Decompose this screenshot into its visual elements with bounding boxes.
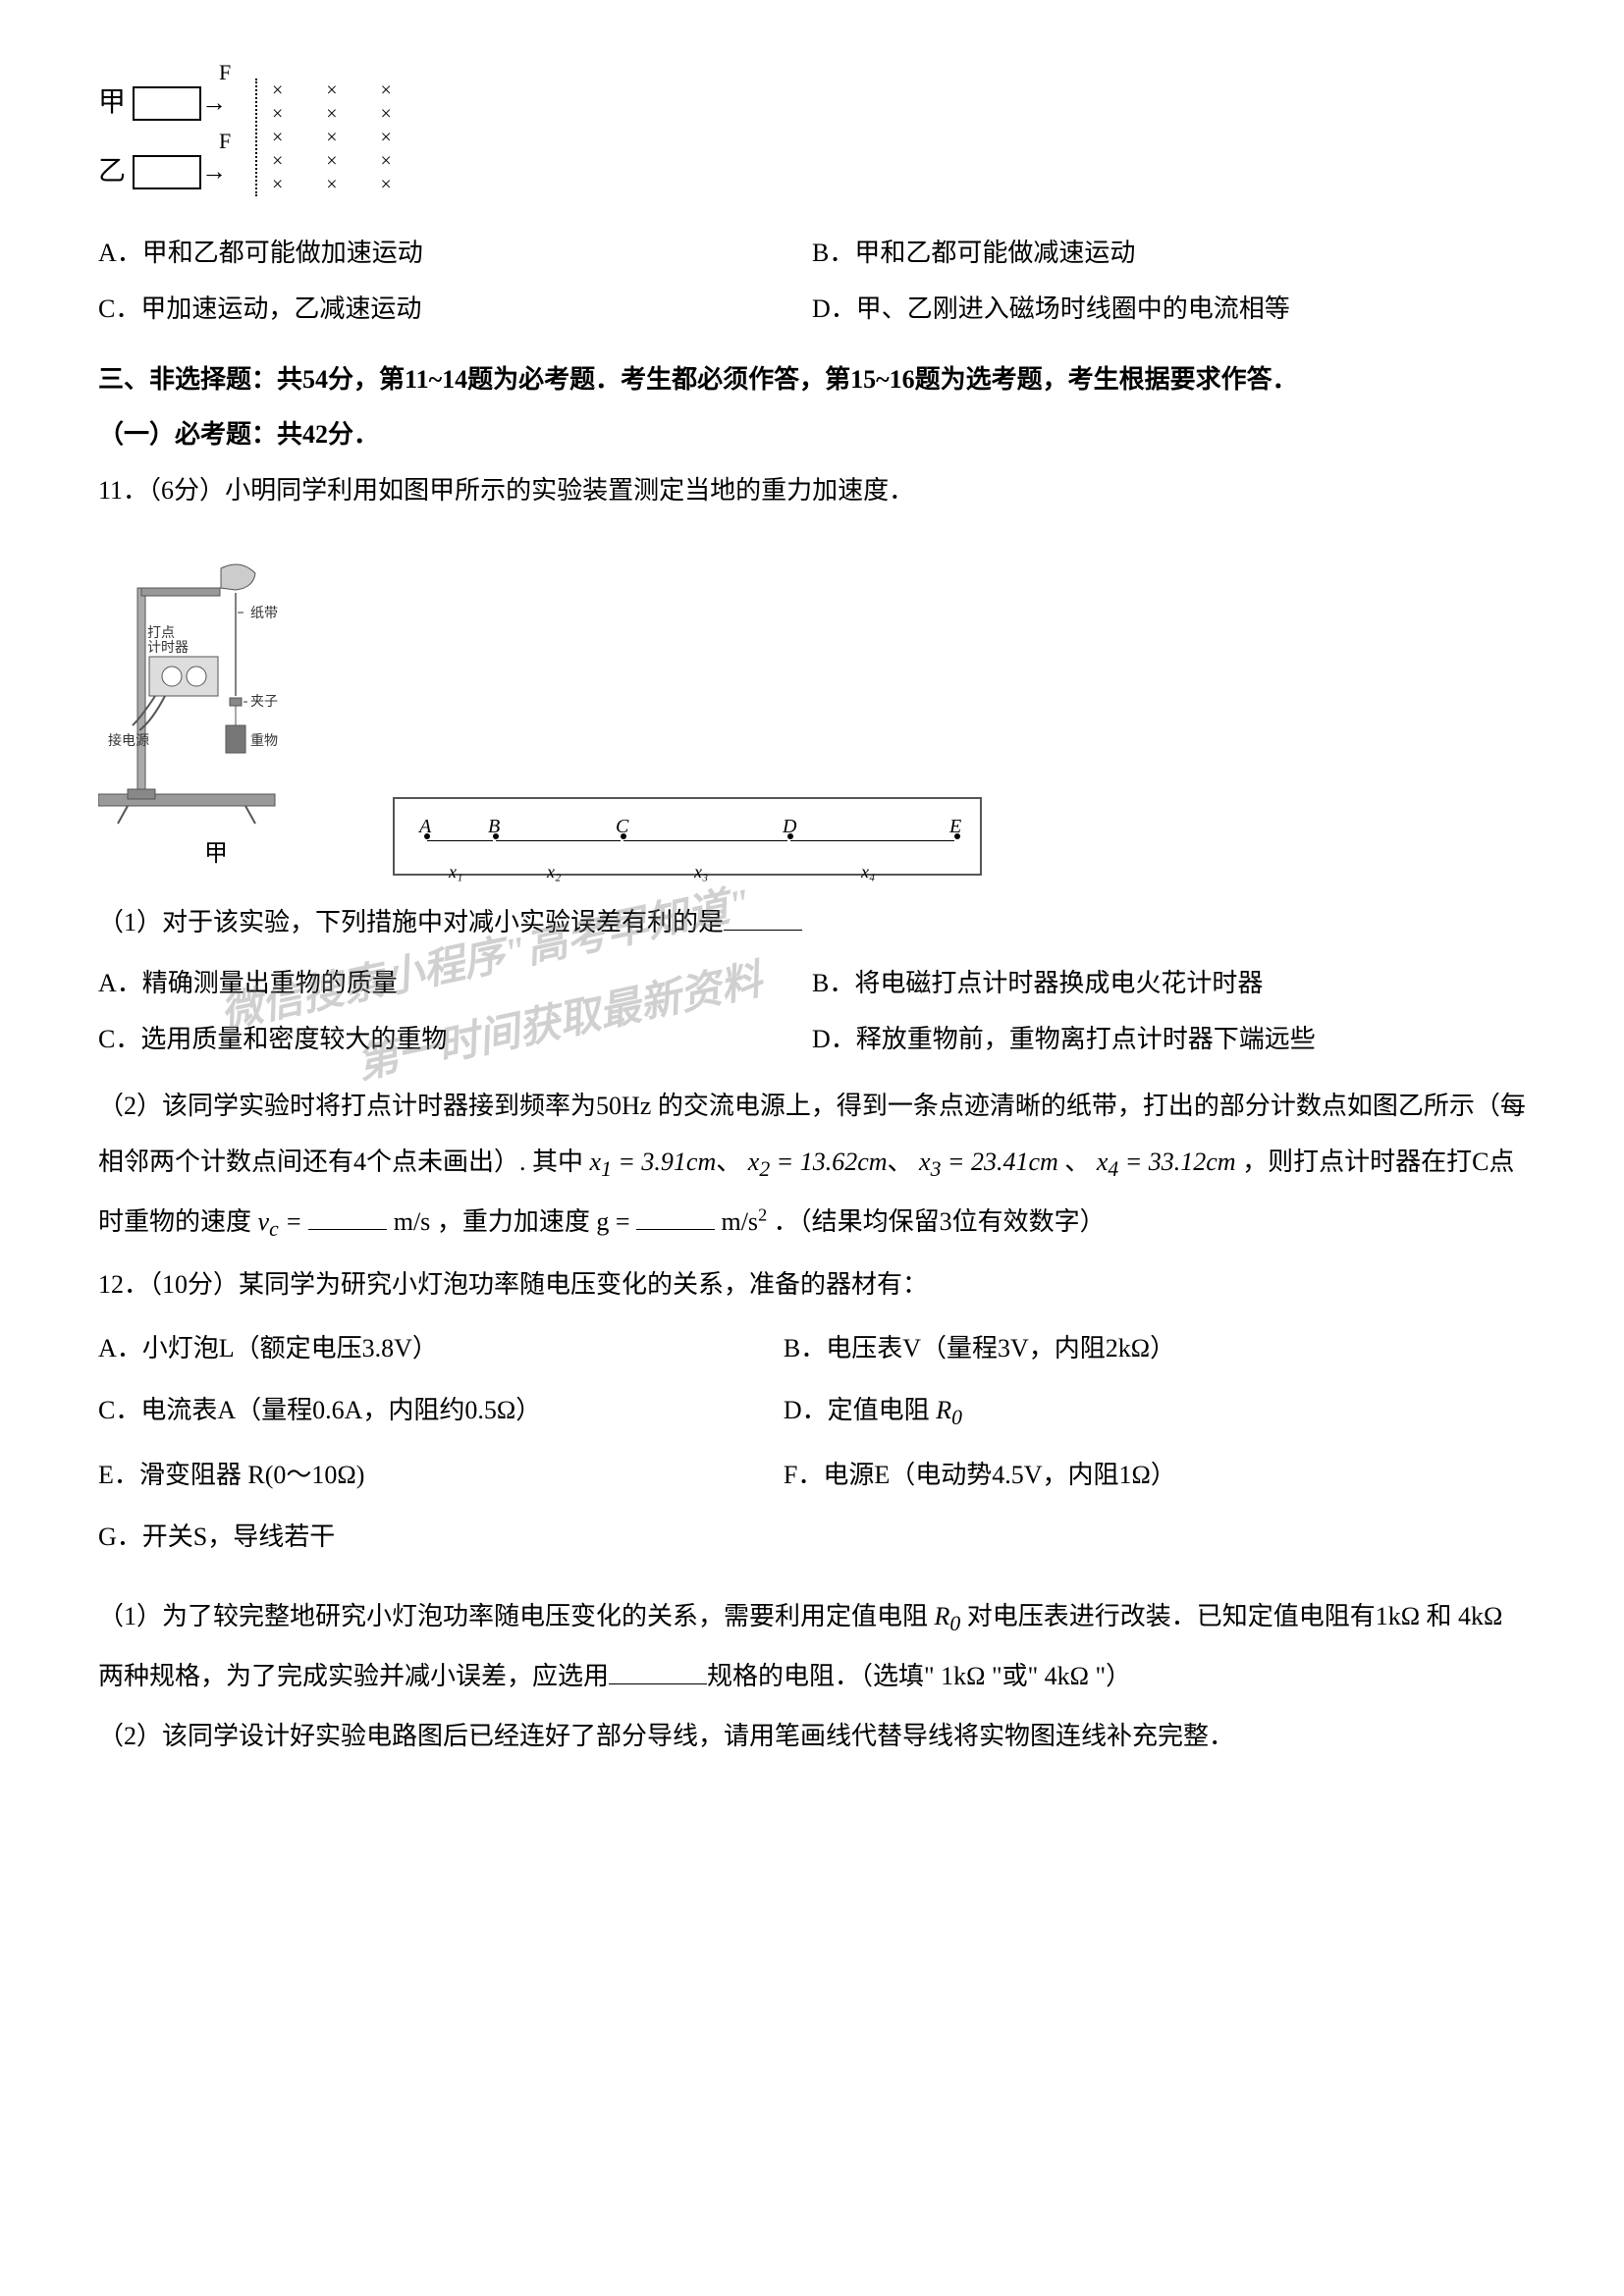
tape-seg-2: x₂ — [547, 856, 561, 887]
q11-opt-a: A．精确测量出重物的质量 — [98, 961, 812, 1007]
option-b: B．甲和乙都可能做减速运动 — [812, 231, 1526, 277]
x2-val: x2 = 13.62cm — [748, 1148, 888, 1176]
x1-val: x1 = 3.91cm — [590, 1148, 717, 1176]
q11-part2: （2）该同学实验时将打点计时器接到频率为50Hz 的交流电源上，得到一条点迹清晰… — [98, 1078, 1526, 1254]
subsection1-header: （一）必考题：共42分． — [98, 412, 1526, 458]
apparatus-diagram: 打点 计时器 接电源 纸带 夹子 重物 — [98, 539, 334, 833]
svg-text:重物: 重物 — [250, 733, 278, 749]
apparatus-svg: 打点 计时器 接电源 纸带 夹子 重物 — [98, 539, 334, 833]
tape-arrow-1 — [427, 840, 493, 841]
force-label-2: F — [219, 122, 231, 161]
apparatus-area: 打点 计时器 接电源 纸带 夹子 重物 甲 A — [98, 539, 1526, 876]
wire-box-1 — [133, 86, 201, 121]
arrow-1: → — [201, 88, 227, 117]
mat-f: F．电源E（电动势4.5V，内阻1Ω） — [784, 1453, 1469, 1499]
q11-stem: 11．（6分）小明同学利用如图甲所示的实验装置测定当地的重力加速度． — [98, 468, 1526, 514]
option-a: A．甲和乙都可能做加速运动 — [98, 231, 812, 277]
mat-d: D．定值电阻 R0 — [784, 1388, 1469, 1437]
force-label-1: F — [219, 53, 231, 92]
q11-opt-b: B．将电磁打点计时器换成电火花计时器 — [812, 961, 1526, 1007]
q11-points: （6分） — [148, 476, 225, 505]
q11-number: 11． — [98, 476, 148, 505]
x-row-3: × × × — [272, 126, 404, 149]
section3-header: 三、非选择题：共54分，第11~14题为必考题．考生都必须作答，第15~16题为… — [98, 357, 1526, 403]
option-c: C．甲加速运动，乙减速运动 — [98, 287, 812, 333]
label-yi: 乙 — [98, 147, 133, 196]
q12-points: （10分） — [149, 1270, 239, 1299]
q12-materials: A．小灯泡L（额定电压3.8V） B．电压表V（量程3V，内阻2kΩ） C．电流… — [98, 1318, 1526, 1569]
label-jia: 甲 — [98, 79, 133, 128]
option-d: D．甲、乙刚进入磁场时线圈中的电流相等 — [812, 287, 1526, 333]
mat-c: C．电流表A（量程0.6A，内阻约0.5Ω） — [98, 1388, 784, 1437]
vc-var: vc = — [258, 1207, 309, 1236]
svg-text:纸带: 纸带 — [250, 606, 278, 621]
svg-text:接电源: 接电源 — [108, 732, 149, 749]
q12-number: 12． — [98, 1270, 149, 1299]
q11-opt-d: D．释放重物前，重物离打点计时器下端远些 — [812, 1017, 1526, 1063]
q11-part1-text: （1）对于该实验，下列措施中对减小实验误差有利的是 — [98, 908, 724, 936]
q12-part2: （2）该同学设计好实验电路图后已经连好了部分导线，请用笔画线代替导线将实物图连线… — [98, 1714, 1526, 1760]
apparatus-caption: 甲 — [98, 833, 334, 876]
blank-g[interactable] — [636, 1204, 715, 1230]
svg-text:计时器: 计时器 — [147, 640, 189, 656]
blank-1[interactable] — [724, 905, 802, 931]
q11-grav: ，重力加速度 g = — [437, 1207, 630, 1236]
q12-stem: 12．（10分）某同学为研究小灯泡功率随电压变化的关系，准备的器材有： — [98, 1262, 1526, 1308]
q11-opt-c: C．选用质量和密度较大的重物 — [98, 1017, 812, 1063]
unit1: m/s — [394, 1207, 431, 1236]
x-row-5: × × × — [272, 173, 404, 196]
tape-diagram: A B C D E x₁ x₂ x₃ x₄ — [393, 797, 982, 876]
q11-part1-options: A．精确测量出重物的质量 B．将电磁打点计时器换成电火花计时器 C．选用质量和密… — [98, 956, 1526, 1068]
q12-text: 某同学为研究小灯泡功率随电压变化的关系，准备的器材有： — [239, 1270, 928, 1299]
x3-val: x3 = 23.41cm — [919, 1148, 1058, 1176]
x-row-1: × × × — [272, 79, 404, 102]
tape-arrow-3 — [623, 840, 787, 841]
tape-seg-4: x₄ — [861, 856, 875, 887]
field-region: × × × × × × × × × × × × × × × — [255, 79, 404, 196]
wire-box-2 — [133, 155, 201, 189]
tape-arrow-2 — [496, 840, 621, 841]
mat-e: E．滑变阻器 R(0～10Ω) — [98, 1453, 784, 1499]
blank-resistor[interactable] — [609, 1659, 707, 1684]
tape-seg-3: x₃ — [694, 856, 708, 887]
mat-g: G．开关S，导线若干 — [98, 1515, 335, 1561]
tape-seg-1: x₁ — [449, 856, 462, 887]
x-row-2: × × × — [272, 102, 404, 126]
unit2: m/s2 — [721, 1207, 767, 1236]
q12-part1: （1）为了较完整地研究小灯泡功率随电压变化的关系，需要利用定值电阻 R0 对电压… — [98, 1588, 1526, 1704]
blank-vc[interactable] — [308, 1204, 387, 1230]
q10-options: A．甲和乙都可能做加速运动 B．甲和乙都可能做减速运动 C．甲加速运动，乙减速运… — [98, 226, 1526, 338]
svg-text:夹子: 夹子 — [250, 694, 278, 710]
x4-val: x4 = 33.12cm — [1097, 1148, 1236, 1176]
svg-text:打点: 打点 — [147, 624, 175, 641]
q11-part2-end: ．（结果均保留3位有效数字） — [774, 1207, 1106, 1236]
x-row-4: × × × — [272, 149, 404, 173]
q11-text: 小明同学利用如图甲所示的实验装置测定当地的重力加速度． — [225, 476, 914, 505]
mat-b: B．电压表V（量程3V，内阻2kΩ） — [784, 1326, 1469, 1372]
q11-part1: （1）对于该实验，下列措施中对减小实验误差有利的是 — [98, 900, 1526, 946]
tape-arrow-4 — [790, 840, 954, 841]
magnetic-field-diagram: 甲 F → 乙 F → × × × × × × × × × × × × × — [98, 79, 1526, 196]
mat-a: A．小灯泡L（额定电压3.8V） — [98, 1326, 784, 1372]
arrow-2: → — [201, 157, 227, 186]
